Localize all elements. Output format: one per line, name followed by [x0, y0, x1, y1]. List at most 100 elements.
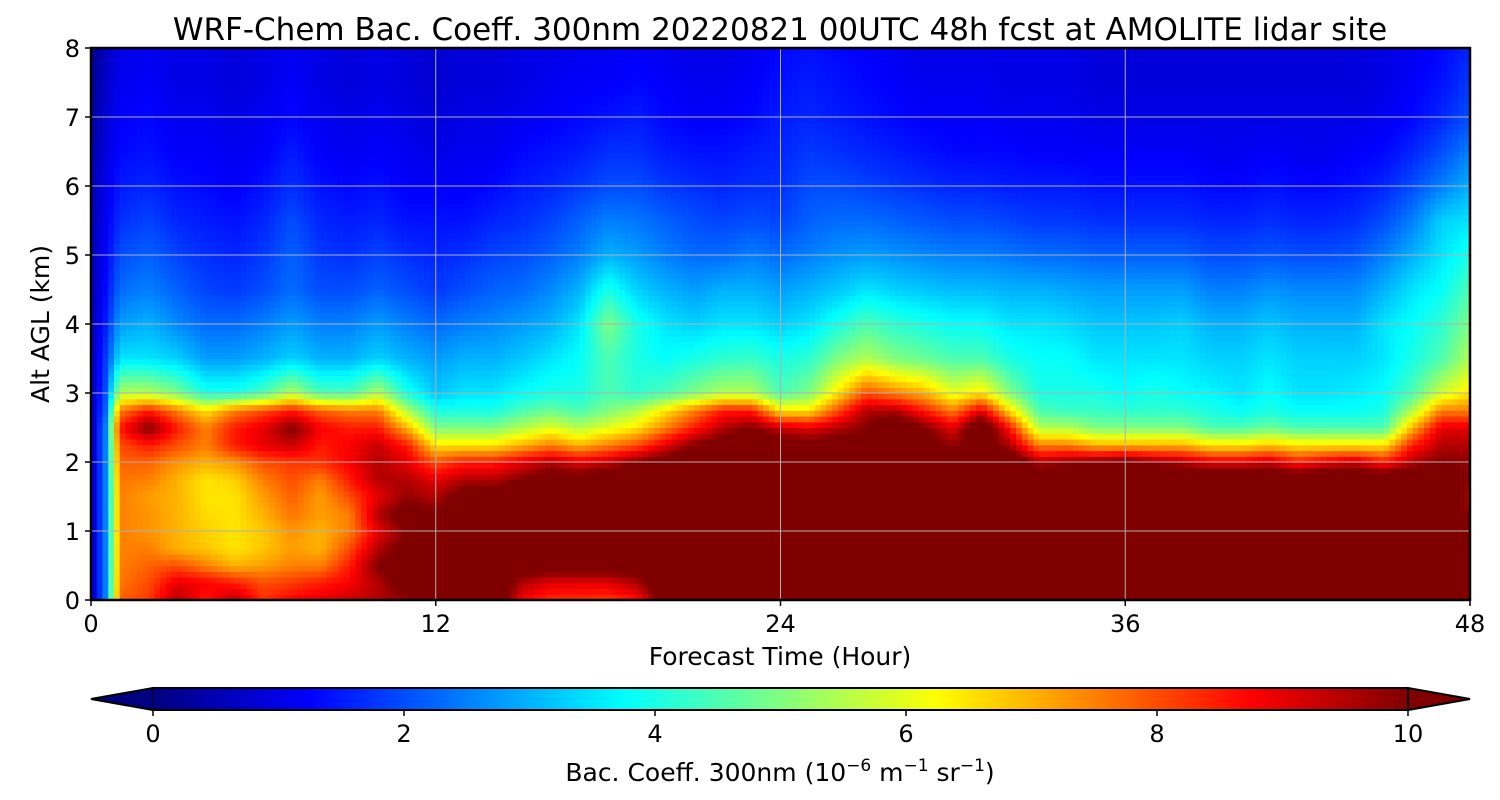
heatmap-cell — [1074, 577, 1080, 583]
heatmap-cell — [792, 583, 798, 589]
heatmap-cell — [258, 583, 264, 589]
heatmap-cell — [355, 589, 361, 595]
heatmap-cell — [976, 560, 982, 566]
heatmap-cell — [1252, 589, 1258, 595]
heatmap-cell — [821, 566, 827, 572]
heatmap-cell — [1234, 571, 1240, 577]
heatmap-cell — [545, 589, 551, 595]
heatmap-cell — [1407, 571, 1413, 577]
heatmap-cell — [901, 577, 907, 583]
heatmap-cell — [706, 589, 712, 595]
heatmap-cell — [1194, 589, 1200, 595]
heatmap-cell — [470, 560, 476, 566]
heatmap-cell — [1154, 560, 1160, 566]
heatmap-cell — [941, 566, 947, 572]
heatmap-cell — [200, 560, 206, 566]
heatmap-cell — [1240, 583, 1246, 589]
heatmap-cell — [436, 566, 442, 572]
heatmap-cell — [832, 560, 838, 566]
heatmap-cell — [482, 571, 488, 577]
heatmap-cell — [694, 577, 700, 583]
heatmap-cell — [166, 583, 172, 589]
heatmap-cell — [1154, 566, 1160, 572]
heatmap-cell — [252, 577, 258, 583]
heatmap-cell — [740, 571, 746, 577]
heatmap-cell — [666, 589, 672, 595]
heatmap-cell — [384, 577, 390, 583]
heatmap-cell — [844, 583, 850, 589]
heatmap-cell — [1010, 589, 1016, 595]
heatmap-cell — [993, 577, 999, 583]
heatmap-cell — [918, 571, 924, 577]
heatmap-cell — [160, 566, 166, 572]
heatmap-cell — [189, 583, 195, 589]
heatmap-cell — [838, 583, 844, 589]
heatmap-cell — [924, 566, 930, 572]
heatmap-cell — [1114, 566, 1120, 572]
heatmap-cell — [924, 577, 930, 583]
heatmap-cell — [861, 566, 867, 572]
heatmap-cell — [258, 571, 264, 577]
heatmap-cell — [390, 583, 396, 589]
heatmap-cell — [1028, 560, 1034, 566]
heatmap-cell — [579, 589, 585, 595]
heatmap-cell — [959, 566, 965, 572]
heatmap-cell — [959, 560, 965, 566]
heatmap-cell — [200, 554, 206, 560]
heatmap-cell — [1171, 589, 1177, 595]
heatmap-cell — [1211, 589, 1217, 595]
heatmap-cell — [964, 571, 970, 577]
heatmap-cell — [108, 554, 114, 560]
heatmap-cell — [930, 577, 936, 583]
heatmap-cell — [367, 589, 373, 595]
heatmap-cell — [763, 589, 769, 595]
heatmap-cell — [114, 583, 120, 589]
heatmap-cell — [459, 571, 465, 577]
heatmap-cell — [1102, 589, 1108, 595]
heatmap-cell — [689, 566, 695, 572]
heatmap-cell — [1361, 589, 1367, 595]
heatmap-cell — [533, 577, 539, 583]
heatmap-cell — [459, 577, 465, 583]
heatmap-cell — [487, 583, 493, 589]
heatmap-cell — [947, 577, 953, 583]
heatmap-cell — [309, 560, 315, 566]
heatmap-cell — [723, 566, 729, 572]
heatmap-cell — [763, 583, 769, 589]
heatmap-cell — [826, 566, 832, 572]
heatmap-cell — [309, 589, 315, 595]
heatmap-cell — [579, 571, 585, 577]
heatmap-cell — [493, 560, 499, 566]
heatmap-cell — [832, 566, 838, 572]
heatmap-cell — [240, 560, 246, 566]
heatmap-cell — [832, 583, 838, 589]
heatmap-cell — [1131, 577, 1137, 583]
heatmap-cell — [1211, 583, 1217, 589]
heatmap-cell — [447, 571, 453, 577]
heatmap-cell — [735, 560, 741, 566]
heatmap-cell — [217, 577, 223, 583]
heatmap-cell — [464, 560, 470, 566]
heatmap-cell — [884, 560, 890, 566]
heatmap-cell — [1349, 589, 1355, 595]
heatmap-cell — [1114, 583, 1120, 589]
heatmap-cell — [361, 571, 367, 577]
heatmap-cell — [148, 583, 154, 589]
heatmap-cell — [344, 560, 350, 566]
heatmap-cell — [752, 577, 758, 583]
heatmap-cell — [1240, 589, 1246, 595]
heatmap-cell — [683, 577, 689, 583]
heatmap-cell — [832, 577, 838, 583]
heatmap-cell — [999, 566, 1005, 572]
heatmap-cell — [522, 571, 528, 577]
heatmap-cell — [798, 583, 804, 589]
heatmap-cell — [442, 566, 448, 572]
heatmap-cell — [154, 589, 160, 595]
heatmap-cell — [447, 583, 453, 589]
heatmap-cell — [608, 566, 614, 572]
heatmap-cell — [1033, 560, 1039, 566]
heatmap-cell — [562, 566, 568, 572]
heatmap-cell — [183, 571, 189, 577]
heatmap-cell — [1223, 571, 1229, 577]
heatmap-cell — [200, 566, 206, 572]
